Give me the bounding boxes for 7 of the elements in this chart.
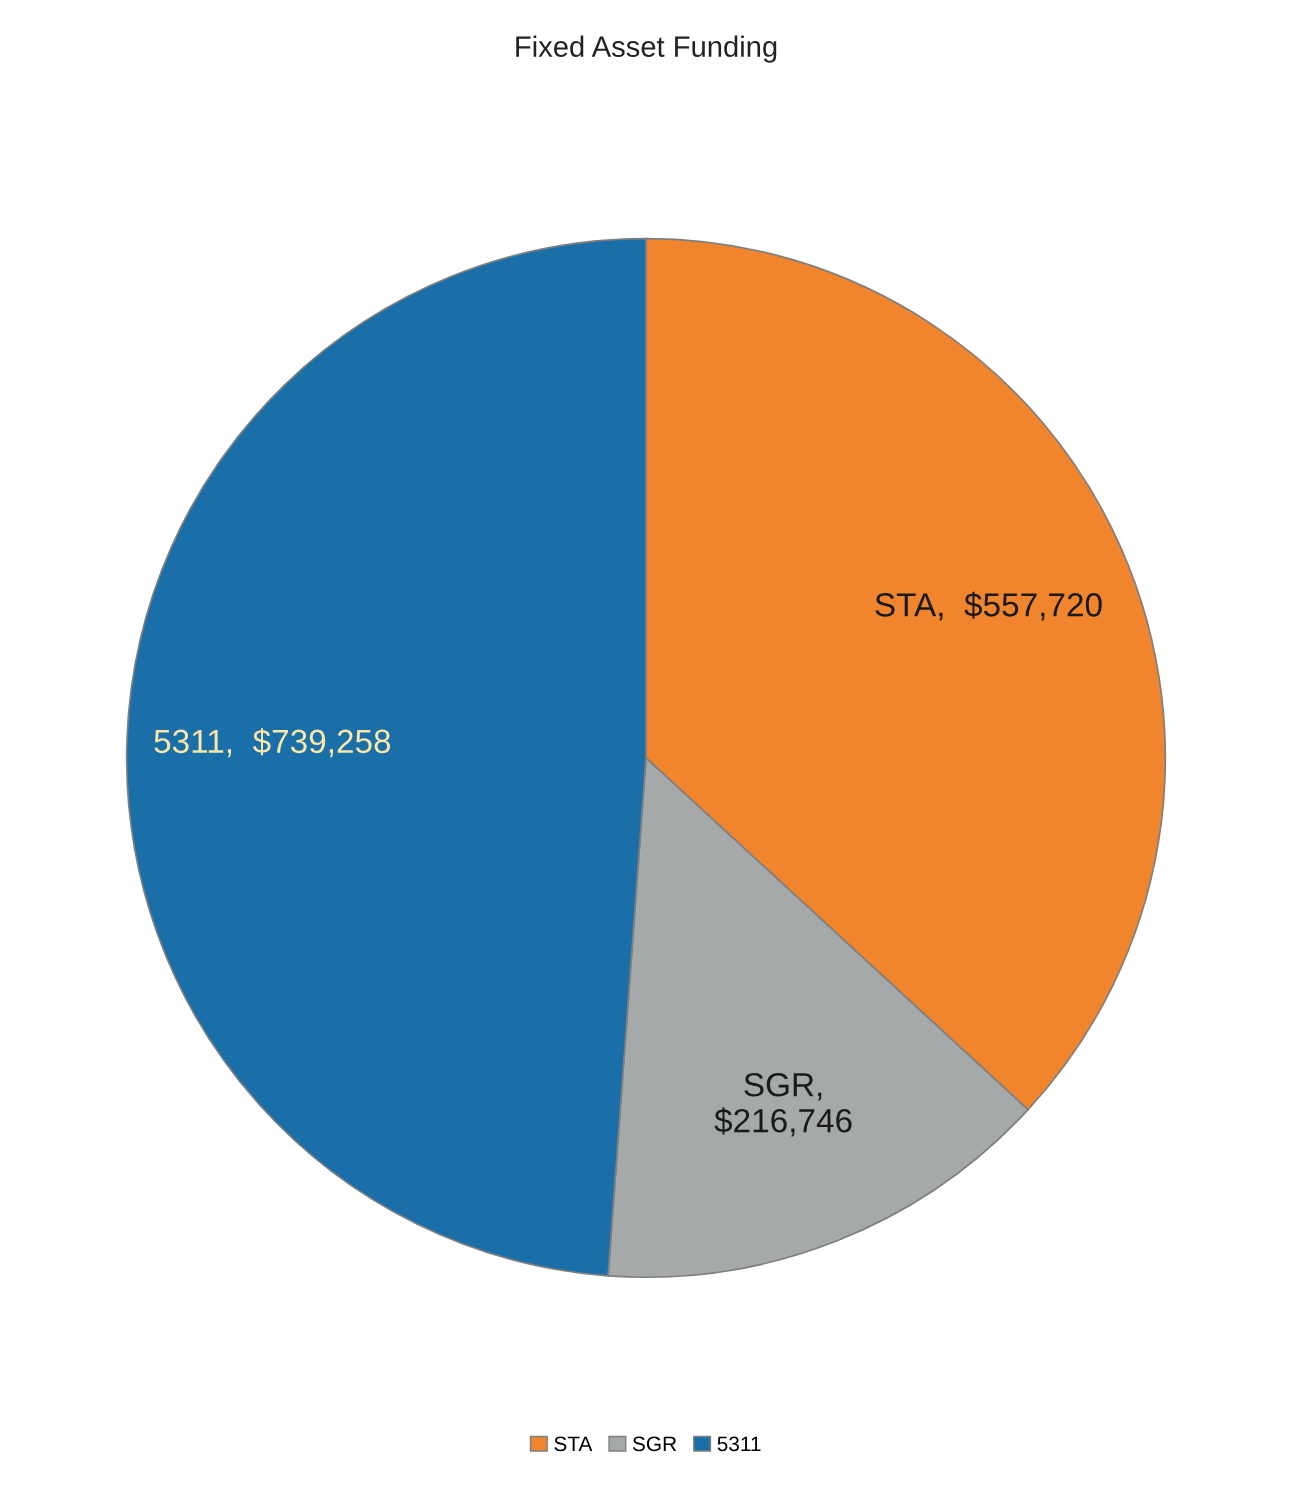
chart-title: Fixed Asset Funding (516, 35, 777, 63)
data-label: SGR, $216,746 (714, 1072, 852, 1137)
legend-label: STA (554, 1436, 593, 1452)
data-label: 5311, $739,258 (154, 728, 391, 758)
legend-label: SGR (632, 1436, 677, 1452)
data-label: STA, $557,720 (875, 591, 1102, 621)
legend-label: 5311 (717, 1436, 761, 1452)
